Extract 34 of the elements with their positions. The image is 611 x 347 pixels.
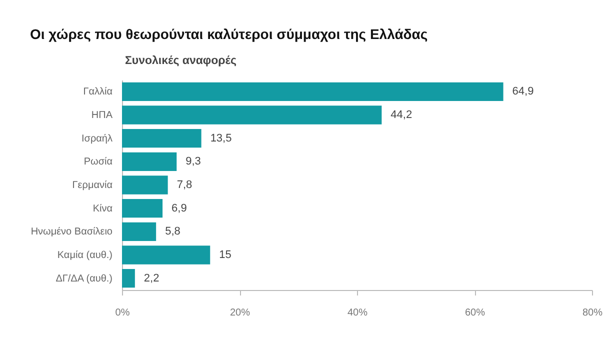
data-label: 9,3	[186, 156, 201, 168]
y-tick-label: Γερμανία	[72, 180, 113, 191]
x-tick-label: 80%	[582, 308, 603, 318]
bar	[122, 176, 168, 194]
bar	[122, 246, 210, 264]
bar	[122, 269, 135, 288]
data-label: 64,9	[512, 86, 534, 98]
chart-title: Οι χώρες που θεωρούνται καλύτεροι σύμμαχοι της Ελλάδας	[30, 26, 428, 42]
y-tick-label: Ηνωμένο Βασίλειο	[30, 226, 113, 238]
data-label: 44,2	[390, 109, 412, 121]
y-tick-label: ΔΓ/ΔΑ (αυθ.)	[56, 273, 112, 284]
y-tick-label: Ρωσία	[84, 156, 113, 168]
bar	[122, 129, 202, 148]
x-tick-label: 20%	[230, 308, 250, 318]
x-tick-label: 0%	[115, 308, 130, 318]
bar	[122, 222, 156, 241]
data-label: 13,5	[210, 132, 232, 144]
y-tick-label: Καμία (αυθ.)	[57, 250, 112, 261]
bar	[122, 82, 504, 101]
x-tick-label: 40%	[347, 308, 368, 318]
data-label: 15	[219, 249, 232, 261]
y-tick-label: Κίνα	[92, 203, 113, 214]
chart-subtitle: Συνολικές αναφορές	[125, 55, 236, 67]
y-tick-label: Ισραήλ	[82, 133, 112, 144]
bar	[122, 106, 382, 124]
bar	[122, 152, 177, 171]
y-tick-label: Γαλλία	[83, 86, 113, 98]
data-label: 6,9	[172, 202, 187, 214]
y-tick-label: ΗΠΑ	[91, 110, 113, 121]
x-tick-label: 60%	[464, 308, 486, 318]
data-label: 5,8	[165, 226, 180, 238]
data-label: 7,8	[176, 179, 192, 191]
data-label: 2,2	[144, 272, 160, 284]
bar	[122, 199, 163, 218]
